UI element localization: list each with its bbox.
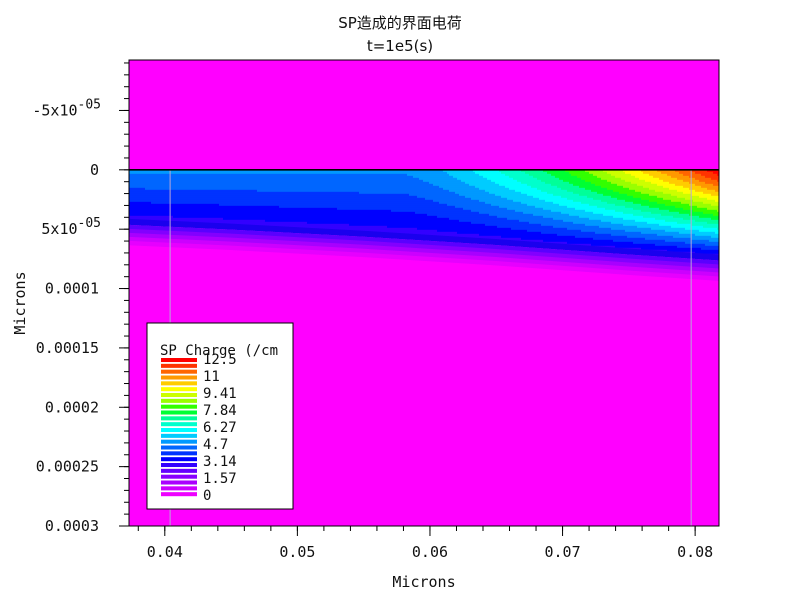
y-tick-label: 0.0003 (45, 517, 99, 535)
colorbar-label: 9.41 (203, 386, 237, 402)
colorbar-swatch (161, 475, 197, 479)
colorbar-swatch (161, 370, 197, 374)
x-tick-label: 0.08 (677, 543, 713, 561)
chart-subtitle: t=1e5(s) (367, 37, 433, 55)
x-tick-label: 0.05 (279, 543, 315, 561)
colorbar-swatch (161, 364, 197, 368)
colorbar-label: 0 (203, 488, 211, 504)
colorbar-swatch (161, 381, 197, 385)
x-axis-label: Microns (392, 573, 455, 591)
colorbar-swatch (161, 457, 197, 461)
y-axis-label: Microns (11, 271, 29, 334)
y-tick-label: 0.00025 (36, 458, 99, 476)
colorbar-swatch (161, 376, 197, 380)
colorbar-swatch (161, 405, 197, 409)
colorbar-swatch (161, 387, 197, 391)
colorbar-swatch (161, 411, 197, 415)
colorbar-label: 3.14 (203, 454, 237, 470)
colorbar-swatch (161, 486, 197, 490)
colorbar-label: 11 (203, 369, 220, 385)
colorbar-label: 6.27 (203, 420, 237, 436)
colorbar-swatch (161, 399, 197, 403)
colorbar-swatch (161, 440, 197, 444)
colorbar-swatch (161, 428, 197, 432)
colorbar-swatch (161, 393, 197, 397)
colorbar-swatch (161, 463, 197, 467)
x-tick-label: 0.06 (412, 543, 448, 561)
colorbar-swatch (161, 358, 197, 362)
colorbar-label: 12.5 (203, 352, 237, 368)
colorbar-swatch (161, 422, 197, 426)
colorbar-label: 1.57 (203, 471, 237, 487)
y-tick-label: 0.0002 (45, 398, 99, 416)
y-tick-label: 0 (90, 161, 99, 179)
colorbar-swatch (161, 451, 197, 455)
colorbar-label: 7.84 (203, 403, 237, 419)
colorbar-swatch (161, 446, 197, 450)
colorbar-label: 4.7 (203, 437, 228, 453)
x-tick-label: 0.07 (544, 543, 580, 561)
y-tick-label: 0.00015 (36, 339, 99, 357)
colorbar-swatch (161, 492, 197, 496)
colorbar-swatch (161, 469, 197, 473)
colorbar-swatch (161, 434, 197, 438)
y-tick-label: 0.0001 (45, 280, 99, 298)
colorbar-swatch (161, 481, 197, 485)
x-tick-label: 0.04 (147, 543, 183, 561)
colorbar-swatch (161, 416, 197, 420)
chart-title: SP造成的界面电荷 (338, 14, 462, 32)
